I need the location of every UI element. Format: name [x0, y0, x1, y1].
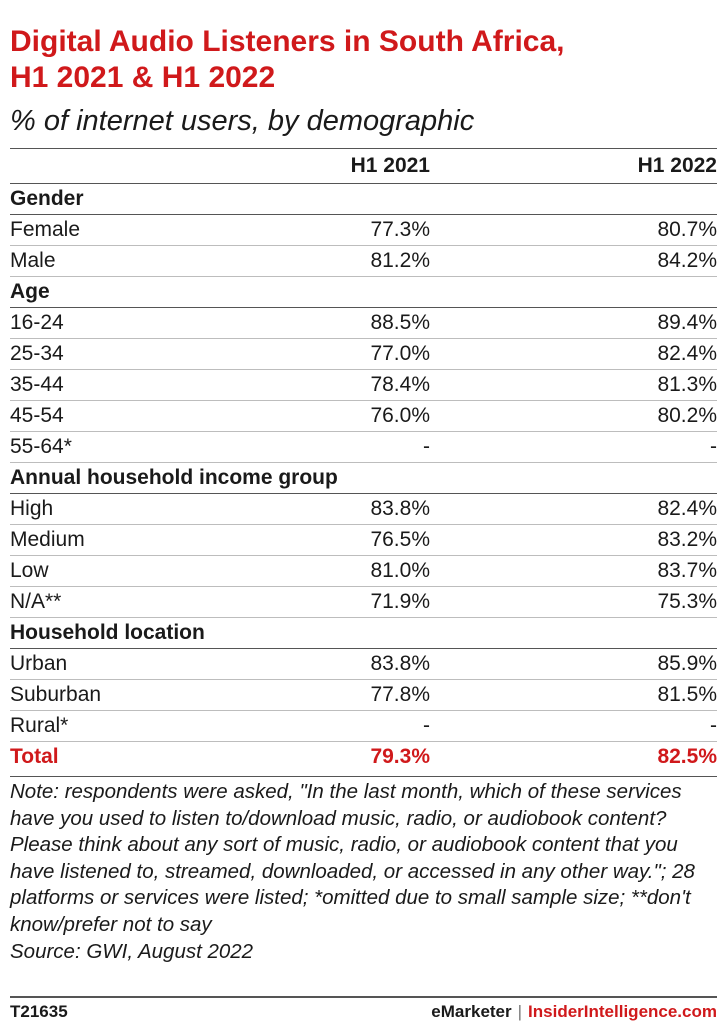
brand-insiderintelligence: InsiderIntelligence.com: [528, 1002, 717, 1021]
header-label-cell: [10, 148, 340, 184]
value-h1-2022: 81.3%: [430, 369, 717, 401]
group-row: Household location: [10, 617, 717, 649]
brand-emarketer: eMarketer: [431, 1002, 512, 1021]
brand-block: eMarketer | InsiderIntelligence.com: [431, 1002, 717, 1022]
value-h1-2021: 83.8%: [340, 493, 430, 525]
row-label: 25-34: [10, 338, 340, 370]
value-h1-2022: 80.7%: [430, 214, 717, 246]
table-row: Low 81.0% 83.7%: [10, 555, 717, 587]
row-label: 55-64*: [10, 431, 340, 463]
table-row: Medium 76.5% 83.2%: [10, 524, 717, 556]
table-row: 55-64* - -: [10, 431, 717, 463]
value-h1-2021: -: [340, 710, 430, 742]
total-row: Total 79.3% 82.5%: [10, 741, 717, 772]
value-h1-2022: 75.3%: [430, 586, 717, 618]
value-h1-2022: 81.5%: [430, 679, 717, 711]
data-table: H1 2021 H1 2022 Gender Female 77.3% 80.7% Ma…: [10, 148, 717, 772]
row-label: Urban: [10, 648, 340, 680]
row-label: High: [10, 493, 340, 525]
title-line-1: Digital Audio Listeners in South Africa,: [10, 25, 565, 58]
chart-id: T21635: [10, 1002, 68, 1021]
value-h1-2021: 88.5%: [340, 307, 430, 339]
group-label: Household location: [10, 617, 717, 649]
column-header-h1-2021: H1 2021: [340, 148, 430, 184]
chart-title: Digital Audio Listeners in South Africa,…: [10, 0, 717, 96]
value-h1-2021: 71.9%: [340, 586, 430, 618]
value-h1-2022: 83.2%: [430, 524, 717, 556]
table-body: Gender Female 77.3% 80.7% Male 81.2% 84.2% Age 1…: [10, 183, 717, 772]
header-row: H1 2021 H1 2022: [10, 148, 717, 184]
source-text: Source: GWI, August 2022: [10, 939, 254, 963]
row-label: 16-24: [10, 307, 340, 339]
total-h1-2022: 82.5%: [430, 741, 717, 772]
note-text: Note: respondents were asked, "In the la…: [10, 780, 695, 936]
table-row: High 83.8% 82.4%: [10, 493, 717, 525]
row-label: Suburban: [10, 679, 340, 711]
value-h1-2021: 76.5%: [340, 524, 430, 556]
table-row: 35-44 78.4% 81.3%: [10, 369, 717, 401]
table-row: Suburban 77.8% 81.5%: [10, 679, 717, 711]
group-row: Age: [10, 276, 717, 308]
row-label: 45-54: [10, 400, 340, 432]
column-header-h1-2022: H1 2022: [430, 148, 717, 184]
group-row: Gender: [10, 183, 717, 215]
value-h1-2022: 89.4%: [430, 307, 717, 339]
value-h1-2022: 80.2%: [430, 400, 717, 432]
value-h1-2021: 76.0%: [340, 400, 430, 432]
chart-subtitle: % of internet users, by demographic: [10, 105, 475, 137]
row-label: 35-44: [10, 369, 340, 401]
notes-block: Note: respondents were asked, "In the la…: [10, 776, 717, 965]
table-row: 16-24 88.5% 89.4%: [10, 307, 717, 339]
group-row: Annual household income group: [10, 462, 717, 494]
table-row: 25-34 77.0% 82.4%: [10, 338, 717, 370]
value-h1-2021: 81.0%: [340, 555, 430, 587]
group-label: Age: [10, 276, 717, 308]
footer: T21635 eMarketer | InsiderIntelligence.com: [10, 996, 717, 1022]
table-row: Rural* - -: [10, 710, 717, 742]
value-h1-2021: 78.4%: [340, 369, 430, 401]
value-h1-2021: 81.2%: [340, 245, 430, 277]
table-row: 45-54 76.0% 80.2%: [10, 400, 717, 432]
row-label: N/A**: [10, 586, 340, 618]
row-label: Low: [10, 555, 340, 587]
title-line-2: H1 2021 & H1 2022: [10, 61, 276, 94]
value-h1-2022: 85.9%: [430, 648, 717, 680]
value-h1-2021: 77.0%: [340, 338, 430, 370]
value-h1-2022: 84.2%: [430, 245, 717, 277]
row-label: Female: [10, 214, 340, 246]
table-row: Male 81.2% 84.2%: [10, 245, 717, 277]
group-label: Annual household income group: [10, 462, 717, 494]
value-h1-2022: -: [430, 431, 717, 463]
value-h1-2021: 77.3%: [340, 214, 430, 246]
group-label: Gender: [10, 183, 717, 215]
row-label: Male: [10, 245, 340, 277]
table-row: Urban 83.8% 85.9%: [10, 648, 717, 680]
row-label: Medium: [10, 524, 340, 556]
value-h1-2021: 83.8%: [340, 648, 430, 680]
row-label: Rural*: [10, 710, 340, 742]
brand-separator: |: [517, 1002, 523, 1021]
value-h1-2021: 77.8%: [340, 679, 430, 711]
total-label: Total: [10, 741, 340, 772]
value-h1-2022: 82.4%: [430, 338, 717, 370]
value-h1-2021: -: [340, 431, 430, 463]
value-h1-2022: -: [430, 710, 717, 742]
table-row: Female 77.3% 80.7%: [10, 214, 717, 246]
value-h1-2022: 83.7%: [430, 555, 717, 587]
value-h1-2022: 82.4%: [430, 493, 717, 525]
total-h1-2021: 79.3%: [340, 741, 430, 772]
table-row: N/A** 71.9% 75.3%: [10, 586, 717, 618]
